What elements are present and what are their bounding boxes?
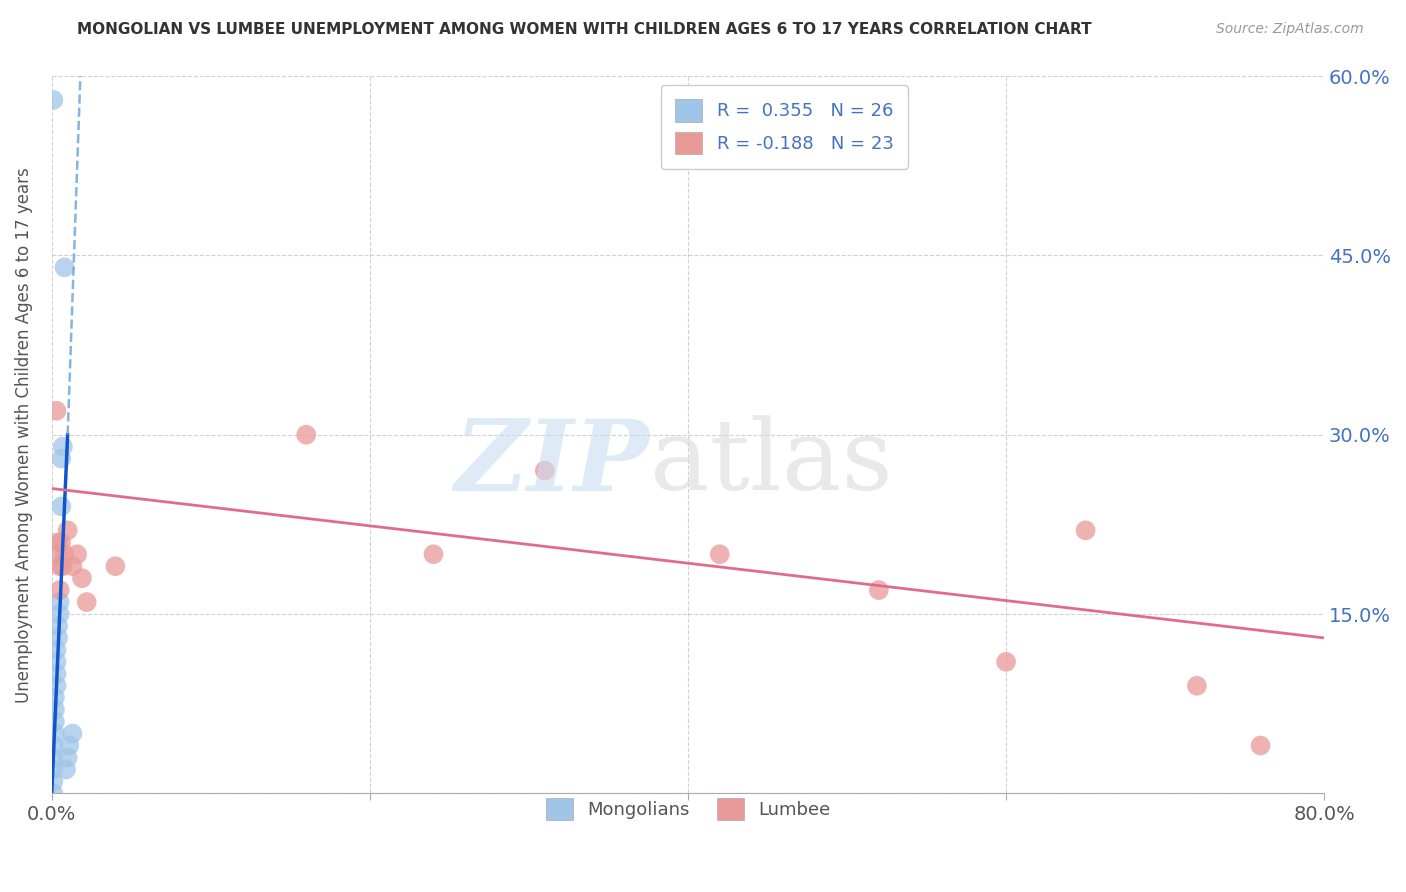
Point <box>45 679 67 693</box>
Point <box>42 739 65 753</box>
Y-axis label: Unemployment Among Women with Children Ages 6 to 17 years: Unemployment Among Women with Children A… <box>15 167 32 703</box>
Point <box>46 535 69 549</box>
Point <box>42 774 65 789</box>
Point <box>45 643 67 657</box>
Point <box>51 451 73 466</box>
Point <box>46 547 69 561</box>
Text: Source: ZipAtlas.com: Source: ZipAtlas.com <box>1216 22 1364 37</box>
Point <box>76 595 98 609</box>
Point <box>42 763 65 777</box>
Point <box>48 559 70 574</box>
Text: MONGOLIAN VS LUMBEE UNEMPLOYMENT AMONG WOMEN WITH CHILDREN AGES 6 TO 17 YEARS CO: MONGOLIAN VS LUMBEE UNEMPLOYMENT AMONG W… <box>77 22 1092 37</box>
Point <box>53 260 76 275</box>
Point <box>46 631 69 645</box>
Point <box>62 559 84 574</box>
Point <box>422 547 444 561</box>
Point <box>42 93 65 107</box>
Point <box>51 535 73 549</box>
Point <box>66 547 89 561</box>
Point <box>44 703 66 717</box>
Point <box>58 739 80 753</box>
Point <box>709 547 731 561</box>
Point <box>55 763 77 777</box>
Point <box>62 726 84 740</box>
Point <box>42 786 65 800</box>
Point <box>995 655 1018 669</box>
Legend: Mongolians, Lumbee: Mongolians, Lumbee <box>531 783 845 835</box>
Point <box>46 619 69 633</box>
Point <box>533 464 555 478</box>
Point <box>56 750 79 764</box>
Point <box>44 714 66 729</box>
Point <box>53 547 76 561</box>
Point <box>44 726 66 740</box>
Point <box>51 500 73 514</box>
Point <box>70 571 93 585</box>
Text: atlas: atlas <box>650 416 893 511</box>
Point <box>56 524 79 538</box>
Point <box>1185 679 1208 693</box>
Point <box>52 440 75 454</box>
Point <box>1074 524 1097 538</box>
Point <box>104 559 127 574</box>
Text: ZIP: ZIP <box>454 415 650 512</box>
Point <box>45 404 67 418</box>
Point <box>48 607 70 621</box>
Point <box>45 655 67 669</box>
Point <box>52 559 75 574</box>
Point <box>1250 739 1272 753</box>
Point <box>45 666 67 681</box>
Point <box>48 583 70 598</box>
Point <box>42 750 65 764</box>
Point <box>44 690 66 705</box>
Point <box>48 595 70 609</box>
Point <box>295 427 318 442</box>
Point <box>868 583 890 598</box>
